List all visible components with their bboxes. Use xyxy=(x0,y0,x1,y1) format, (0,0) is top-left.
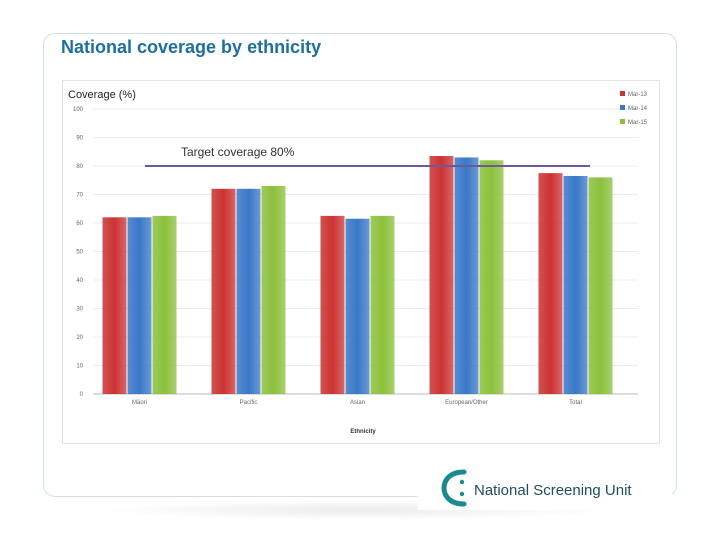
y-tick-label: 90 xyxy=(76,136,83,142)
bar xyxy=(320,215,345,394)
bar xyxy=(479,160,504,394)
legend-swatch xyxy=(620,105,625,110)
bar xyxy=(538,173,563,394)
bar xyxy=(370,215,395,394)
y-tick-label: 20 xyxy=(76,335,83,341)
logo-box: National Screening Unit xyxy=(418,458,672,510)
x-axis-label: Ethnicity xyxy=(350,429,376,435)
bar xyxy=(236,188,261,394)
y-tick-label: 70 xyxy=(76,193,83,199)
target-label: Target coverage 80% xyxy=(181,145,295,159)
logo-text: National Screening Unit xyxy=(474,482,632,499)
y-tick-label: 60 xyxy=(76,221,83,227)
bar xyxy=(563,175,588,394)
x-tick-label: European/Other xyxy=(445,400,488,406)
legend-label: Mar-13 xyxy=(628,92,648,98)
x-tick-label: Pacific xyxy=(240,400,258,406)
y-tick-label: 10 xyxy=(76,364,83,370)
legend-swatch xyxy=(620,119,625,124)
x-tick-label: Asian xyxy=(350,400,365,406)
chart-panel: 0 10 20 30 40 50 60 70 80 90 100 Coverage (%) Māori P… xyxy=(62,80,660,444)
legend-label: Mar-14 xyxy=(628,106,648,112)
chart-title: Coverage (%) xyxy=(68,89,136,101)
bar xyxy=(211,188,236,394)
c-swoosh-logo-icon xyxy=(441,469,467,507)
bar xyxy=(152,215,177,394)
bar xyxy=(261,185,286,394)
y-tick-label: 100 xyxy=(73,107,84,113)
slide-title: National coverage by ethnicity xyxy=(61,37,322,57)
legend-swatch xyxy=(620,91,625,96)
bar xyxy=(429,156,454,394)
bar xyxy=(102,217,127,394)
y-tick-label: 40 xyxy=(76,278,83,284)
bar xyxy=(588,177,613,394)
x-tick-label: Māori xyxy=(132,400,147,406)
x-tick-label: Total xyxy=(569,400,582,406)
bar xyxy=(345,218,370,394)
y-tick-label: 50 xyxy=(76,250,83,256)
coverage-chart: 0 10 20 30 40 50 60 70 80 90 100 Coverage (%) Māori P… xyxy=(68,89,648,435)
legend-label: Mar-15 xyxy=(628,120,648,126)
bar xyxy=(127,217,152,394)
y-tick-label: 80 xyxy=(76,164,83,170)
y-tick-label: 0 xyxy=(80,392,84,398)
y-tick-label: 30 xyxy=(76,307,83,313)
bar xyxy=(454,157,479,394)
